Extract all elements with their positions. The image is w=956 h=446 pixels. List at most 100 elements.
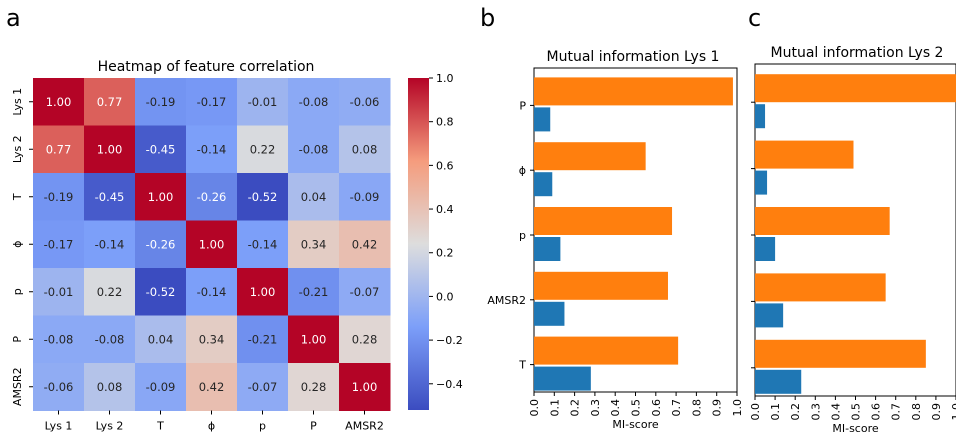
bar-orange	[534, 142, 646, 171]
heatmap-cell-label: -0.07	[350, 285, 380, 299]
x-tick-label: 0.5	[850, 403, 863, 421]
heatmap-cell	[135, 315, 187, 364]
bar-blue	[755, 369, 802, 394]
heatmap-col-label: Lys 2	[96, 420, 124, 433]
heatmap-cell-label: -0.06	[44, 380, 74, 394]
colorbar-tick-label: 1.0	[436, 72, 454, 85]
bar-blue	[534, 366, 591, 391]
heatmap-cell	[33, 220, 85, 269]
bar-blue	[534, 301, 565, 326]
heatmap-cell	[84, 78, 136, 126]
heatmap-cell-label: 0.04	[148, 332, 174, 346]
heatmap-cell-label: 0.42	[199, 380, 225, 394]
mi-lys2-panel: Mutual information Lys 2 0.0 0.1 0.2 0.3 0.4…	[749, 45, 956, 435]
heatmap-cell	[135, 78, 187, 126]
category-label: p	[519, 229, 526, 242]
heatmap-row-label: T	[11, 193, 24, 201]
x-axis-label: MI-score	[612, 418, 658, 431]
heatmap-cell-label: 1.00	[301, 332, 327, 346]
heatmap-cell-label: 0.28	[301, 380, 327, 394]
colorbar-tick-label: 0.4	[436, 203, 454, 216]
colorbar-tick-label: 0.2	[436, 247, 454, 260]
heatmap-cell	[237, 78, 289, 126]
heatmap-cell	[135, 363, 187, 411]
x-tick-label: 1.0	[731, 399, 744, 417]
heatmap-cell-label: 1.00	[148, 190, 174, 204]
heatmap-cell-label: -0.09	[350, 190, 380, 204]
bar-orange	[755, 207, 890, 235]
x-tick-label: 0.3	[809, 403, 822, 421]
heatmap-cell-label: -0.17	[197, 95, 227, 109]
heatmap-cell	[288, 315, 340, 364]
heatmap-row-label: p	[11, 288, 24, 295]
bar-orange	[755, 140, 854, 169]
x-tick-label: 0.9	[930, 403, 943, 421]
category-label: AMSR2	[487, 294, 526, 307]
heatmap-cell-label: -0.09	[146, 380, 176, 394]
heatmap-cell-label: -0.26	[146, 237, 176, 251]
heatmap-cell-label: 0.04	[301, 190, 327, 204]
heatmap-row-label: Lys 2	[11, 135, 24, 163]
heatmap-cell	[237, 363, 289, 411]
heatmap-cell-label: -0.06	[350, 95, 380, 109]
mi-lys2-title: Mutual information Lys 2	[771, 45, 944, 61]
heatmap-cell	[186, 173, 238, 221]
heatmap-cell	[33, 78, 85, 126]
heatmap-cell	[186, 315, 238, 364]
heatmap-row-labels: Lys 1 Lys 2 Tϕ p P AMSR2	[11, 88, 33, 406]
x-tick-label: 0.4	[609, 399, 622, 417]
heatmap-cell-label: -0.01	[44, 285, 74, 299]
bar-blue	[534, 107, 551, 132]
heatmap-cell	[135, 268, 187, 316]
heatmap-cell	[288, 363, 340, 411]
heatmap-cell-label: -0.21	[248, 332, 278, 346]
heatmap-cell	[33, 173, 85, 221]
heatmap-cell	[237, 220, 289, 269]
heatmap-cell	[186, 268, 238, 316]
heatmap-cell	[339, 125, 391, 174]
heatmap-col-label: T	[156, 420, 164, 433]
heatmap-cell-label: -0.21	[299, 285, 329, 299]
heatmap-cell-label: 0.22	[97, 285, 123, 299]
heatmap-cell-label: -0.19	[146, 95, 176, 109]
bar-orange	[755, 273, 886, 302]
heatmap-cell	[84, 125, 136, 174]
heatmap-cell-label: 0.34	[301, 237, 327, 251]
heatmap-cell	[237, 125, 289, 174]
heatmap-cell-label: -0.14	[95, 237, 125, 251]
colorbar-tick-label: 0.8	[436, 116, 454, 129]
heatmap-cell-label: -0.08	[44, 332, 74, 346]
heatmap-cell-label: -0.14	[197, 142, 227, 156]
x-tick-label: 0.6	[650, 399, 663, 417]
heatmap-cell	[33, 268, 85, 316]
bar-orange	[755, 74, 956, 103]
heatmap-cell-label: -0.17	[44, 237, 74, 251]
heatmap-cell	[84, 173, 136, 221]
heatmap-cell	[339, 220, 391, 269]
heatmap-cell-label: 1.00	[97, 142, 123, 156]
heatmap-cell-label: 1.00	[199, 237, 225, 251]
bar-orange	[534, 271, 668, 300]
bar-blue	[534, 172, 553, 197]
heatmap-cell	[33, 125, 85, 174]
bar-orange	[534, 336, 679, 365]
heatmap-cell-label: 0.08	[97, 380, 123, 394]
bar-orange	[534, 77, 733, 106]
x-tick-label: 1.0	[950, 403, 956, 421]
x-tick-label: 0.0	[749, 403, 762, 421]
heatmap-cell-label: -0.52	[248, 190, 278, 204]
heatmap-cell-label: -0.08	[299, 142, 329, 156]
category-label: ϕ	[519, 164, 526, 177]
heatmap-row-label: ϕ	[11, 241, 24, 248]
x-tick-label: 0.1	[548, 399, 561, 417]
x-tick-label: 0.3	[589, 399, 602, 417]
heatmap-cell-label: -0.08	[95, 332, 125, 346]
heatmap-cell-label: 0.77	[46, 142, 72, 156]
heatmap-cell-label: -0.01	[248, 95, 278, 109]
heatmap-cell	[288, 268, 340, 316]
heatmap-cell	[237, 315, 289, 364]
heatmap-cells: 1.00 0.77 -0.19 -0.17 -0.01 -0.08 -0.06 0.77 1.0…	[33, 78, 391, 411]
heatmap-cell-label: 0.28	[352, 332, 378, 346]
